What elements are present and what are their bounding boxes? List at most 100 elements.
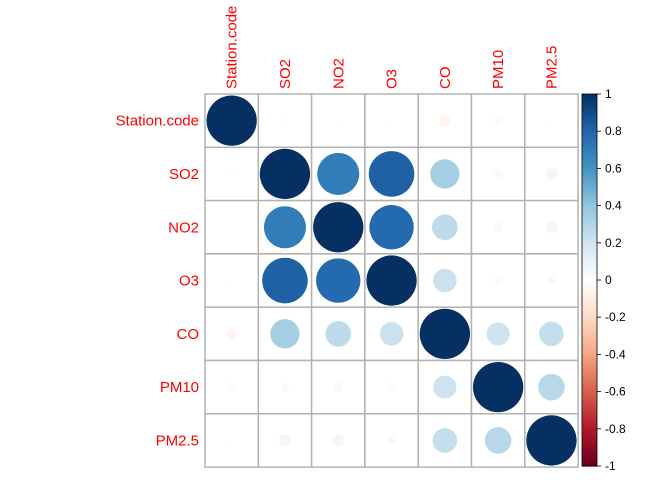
colorbar-segment: [582, 408, 597, 411]
colorbar-segment: [582, 391, 597, 395]
colorbar-segment: [582, 248, 597, 251]
colorbar-segment: [582, 358, 597, 361]
colorbar-segment: [582, 296, 597, 300]
colorbar-segment: [582, 402, 597, 406]
colorbar-segment: [582, 430, 597, 434]
correlation-circle: [316, 258, 361, 303]
correlation-circle: [369, 205, 414, 250]
colorbar-segment: [582, 213, 597, 216]
correlation-circle: [379, 322, 404, 346]
colorbar-tick-label: 0.4: [605, 199, 622, 213]
correlation-circle: [538, 373, 565, 401]
correlation-circle: [473, 362, 524, 413]
colorbar-segment: [582, 257, 597, 261]
colorbar-segment: [582, 395, 597, 398]
colorbar-segment: [582, 116, 597, 119]
colorbar-tick-label: -0.2: [605, 310, 626, 324]
colorbar-segment: [582, 250, 597, 253]
correlation-circle: [545, 221, 558, 234]
colorbar-segment: [582, 326, 597, 329]
column-label: NO2: [330, 58, 347, 89]
colorbar-segment: [582, 103, 597, 106]
column-label: O3: [384, 69, 401, 89]
correlation-circle: [229, 278, 235, 284]
colorbar-segment: [582, 114, 597, 117]
correlation-cells: [204, 93, 579, 468]
colorbar-segment: [582, 144, 597, 147]
colorbar-segment: [582, 201, 597, 205]
colorbar-segment: [582, 253, 597, 257]
colorbar-segment: [582, 451, 597, 454]
colorbar-segment: [582, 272, 597, 276]
colorbar-segment: [582, 246, 597, 249]
colorbar-segment: [582, 222, 597, 225]
colorbar-segment: [582, 149, 597, 153]
colorbar-segment: [582, 147, 597, 151]
colorbar-segment: [582, 374, 597, 378]
colorbar-segment: [582, 348, 597, 352]
correlation-circle: [313, 202, 364, 253]
correlation-circle: [317, 152, 360, 195]
grid-cell: [204, 253, 260, 308]
colorbar-segment: [582, 320, 597, 324]
colorbar-tick-label: 1: [605, 87, 612, 101]
colorbar-segment: [582, 160, 597, 164]
correlation-circle: [262, 257, 308, 304]
correlation-circle: [493, 169, 503, 179]
colorbar-segment: [582, 361, 597, 365]
colorbar-segment: [582, 99, 597, 103]
colorbar-tick-label: -0.8: [605, 422, 626, 436]
correlation-circle: [387, 382, 396, 392]
colorbar-segment: [582, 233, 597, 236]
colorbar-segment: [582, 337, 597, 341]
correlation-circle: [526, 415, 577, 466]
colorbar: 1 0.8 0.6 0.4 0.2 0 -0.2 -0.4 -0.6 -0.8 -1: [581, 87, 626, 473]
colorbar-segment: [582, 255, 597, 259]
correlation-circle: [263, 206, 306, 249]
correlation-circle: [493, 116, 503, 126]
colorbar-segment: [582, 386, 597, 389]
column-label: Station.code: [224, 6, 241, 89]
colorbar-segment: [582, 306, 597, 309]
colorbar-segment: [582, 224, 597, 227]
colorbar-segment: [582, 452, 597, 456]
correlation-circle: [545, 167, 558, 181]
colorbar-segment: [582, 376, 597, 380]
colorbar-segment: [582, 413, 597, 417]
correlation-circle: [278, 434, 292, 447]
colorbar-segment: [582, 207, 597, 210]
colorbar-segment: [582, 140, 597, 143]
correlation-circle: [433, 268, 457, 293]
colorbar-segment: [582, 412, 597, 415]
correlation-circle: [226, 328, 238, 340]
colorbar-segment: [582, 294, 597, 298]
row-label: PM10: [160, 379, 199, 396]
colorbar-segment: [582, 120, 597, 123]
colorbar-segment: [582, 239, 597, 242]
colorbar-segment: [582, 133, 597, 136]
column-labels: Station.code SO2 NO2 O3 CO PM10 PM2.5: [224, 6, 561, 89]
colorbar-tick-label: 0.2: [605, 236, 622, 250]
colorbar-segment: [582, 237, 597, 240]
colorbar-segment: [582, 252, 597, 255]
colorbar-segment: [582, 313, 597, 316]
colorbar-segment: [582, 214, 597, 218]
colorbar-segment: [582, 445, 597, 448]
colorbar-segment: [582, 423, 597, 426]
colorbar-segment: [582, 281, 597, 285]
colorbar-segment: [582, 196, 597, 199]
colorbar-segment: [582, 170, 597, 173]
colorbar-tick-label: 0: [605, 273, 612, 287]
correlation-circle: [229, 171, 235, 177]
correlation-circle: [484, 427, 512, 454]
column-label: PM10: [490, 50, 507, 89]
colorbar-segment: [582, 417, 597, 421]
colorbar-segment: [582, 345, 597, 348]
row-label: PM2.5: [156, 432, 199, 449]
colorbar-segment: [582, 419, 597, 422]
colorbar-segment: [582, 270, 597, 274]
colorbar-segment: [582, 118, 597, 121]
colorbar-segment: [582, 218, 597, 222]
correlation-circle: [229, 224, 235, 230]
